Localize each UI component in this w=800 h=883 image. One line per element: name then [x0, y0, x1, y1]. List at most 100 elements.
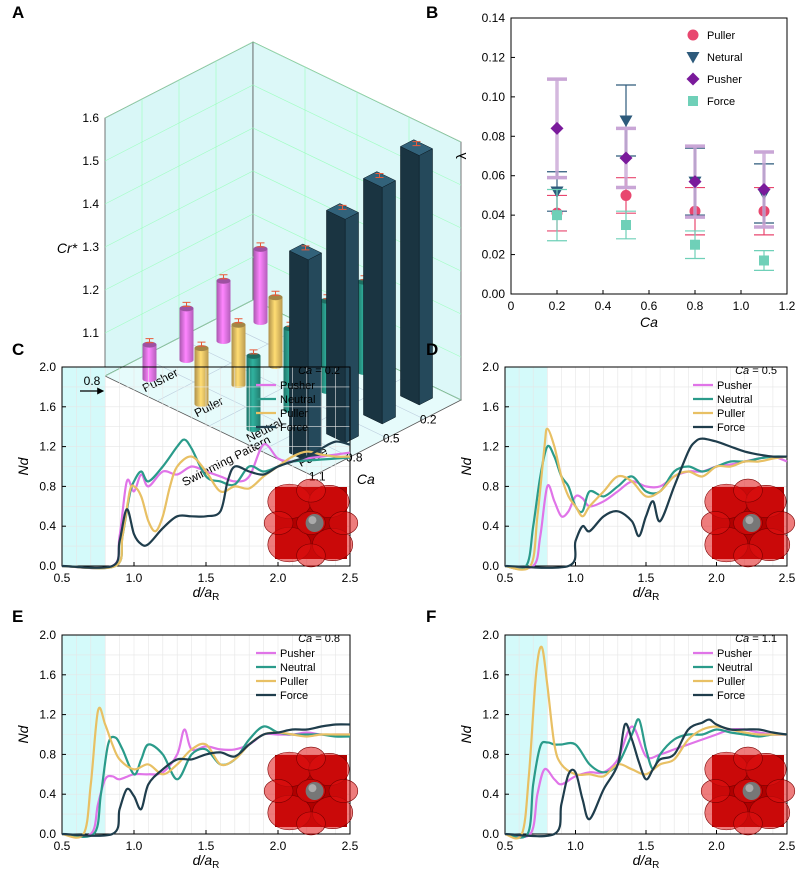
y-tick-label: 2.0: [482, 628, 499, 642]
y-tick-label: 0.00: [482, 287, 506, 301]
bar-error-cap: [271, 290, 280, 296]
bar-face-right: [307, 252, 322, 463]
series-line-neutral: [504, 444, 788, 570]
inset-image: [700, 746, 796, 836]
series-line-force: [504, 718, 788, 838]
y-tick-label: 0.04: [482, 208, 506, 222]
plot-frame: [510, 17, 788, 295]
bar-face-top: [325, 203, 360, 220]
legend-label-pusher: Pusher: [280, 380, 315, 392]
legend-label-pusher: Pusher: [707, 74, 742, 86]
x-axis-label-subscript: R: [212, 860, 219, 871]
rbc-blob: [296, 543, 326, 568]
ca-annotation-symbol: Ca: [735, 365, 749, 377]
legend-label-pusher: Pusher: [280, 648, 315, 660]
ca-annotation-value: = 0.2: [312, 365, 340, 377]
cylinder-body: [179, 308, 194, 363]
bar-puller-0.8: [231, 318, 246, 389]
bar-pusher-0.5: [216, 274, 231, 344]
z-axis-label: Cr*: [57, 240, 78, 256]
legend-marker: [686, 52, 700, 64]
x-tick-label: 0.4: [595, 299, 612, 313]
x-axis-label-main: d/a: [193, 584, 213, 600]
panel-c: C 0.0 0.4 0.8 1.2 1.6 2.0 0.5 1.0 1.5 2.0 2.5 d/aR Nd…: [12, 340, 359, 603]
x-tick-label: 1.2: [779, 299, 796, 313]
cylinder-body: [216, 280, 231, 344]
y-tick-label: 0.0: [39, 559, 56, 573]
series-line-puller: [61, 706, 350, 839]
x-tick-label: 2.5: [342, 839, 359, 853]
ca-axis-label: Ca: [357, 471, 375, 487]
data-point: [690, 239, 700, 250]
z-grid-line: [104, 41, 462, 143]
z-grid-line: [104, 84, 462, 186]
series-force: [547, 188, 774, 271]
legend-label-pusher: Pusher: [717, 648, 752, 660]
y-tick-label: 0.8: [39, 479, 56, 493]
x-tick-label: 1.5: [198, 571, 215, 585]
cylinder-body: [253, 248, 268, 325]
ca-tick-label: 0.5: [383, 432, 400, 446]
x-tick-label: 1.0: [567, 839, 584, 853]
bar-face-right: [418, 148, 433, 406]
x-axis-label: d/aR: [633, 584, 660, 603]
y-tick-label: 0.06: [482, 169, 506, 183]
x-tick-label: 2.0: [708, 839, 725, 853]
bar-face-top: [399, 139, 434, 156]
y-tick-label: 0.4: [482, 519, 499, 533]
y-tick-label: 2.0: [39, 360, 56, 374]
y-tick-label: 2.0: [482, 360, 499, 374]
rbc-blob: [765, 511, 796, 535]
y-tick-label: 0.0: [482, 827, 499, 841]
rbc-blob: [296, 478, 326, 503]
series-netural: [547, 84, 774, 224]
x-tick-label: 0.2: [549, 299, 566, 313]
data-point: [759, 255, 769, 266]
inset-image: [263, 478, 359, 568]
y-tick-label: 0.4: [482, 787, 499, 801]
bar-pusher-0.8: [179, 301, 194, 363]
legend-label-puller: Puller: [707, 30, 735, 42]
bar-error-cap: [197, 341, 206, 347]
x-tick-label: 1.0: [126, 571, 143, 585]
x-axis-label-subscript: R: [652, 592, 659, 603]
panel-a-label: A: [12, 3, 24, 22]
x-tick-label: 0.8: [687, 299, 704, 313]
rbc-blob: [296, 746, 326, 771]
bar-force-0.2: [399, 139, 434, 406]
bar-error-cap: [301, 245, 310, 251]
legend-label-neutral: Neutral: [717, 662, 752, 674]
legend-label-netural: Netural: [707, 52, 742, 64]
y-tick-label: 0.12: [482, 50, 506, 64]
cylinder-body: [268, 297, 283, 369]
x-axis-label: Ca: [640, 314, 658, 330]
x-axis-label-main: d/a: [193, 852, 213, 868]
legend-marker: [688, 96, 698, 106]
x-tick-label: 0.5: [54, 571, 71, 585]
sphere-highlight: [308, 516, 317, 525]
y-tick-label: 0.0: [482, 559, 499, 573]
inset-image: [700, 478, 796, 568]
z-tick-label: 1.1: [82, 326, 99, 340]
z-tick-label: 1.4: [82, 197, 99, 211]
shade-arrow-head: [97, 387, 105, 395]
rbc-blob: [733, 478, 763, 503]
rbc-blob: [765, 779, 796, 803]
panel-b: B 0.00 0.02 0.04 0.06 0.08 0.10 0.12 0.14 0 0.2 0.4…: [426, 3, 796, 330]
x-tick-label: 2.5: [342, 571, 359, 585]
series-line-force: [61, 723, 351, 837]
y-tick-label: 0.08: [482, 129, 506, 143]
data-point: [621, 220, 631, 230]
bar-error-cap: [412, 141, 421, 147]
x-tick-label: 1.5: [198, 839, 215, 853]
ca-tick-label: 0.2: [420, 413, 437, 427]
bar-force-0.5: [362, 171, 397, 425]
ca-annotation-value: = 1.1: [749, 633, 777, 645]
x-axis-label-subscript: R: [652, 860, 659, 871]
panel-a: A1.01.11.21.31.41.51.60.20.50.81.1Pusher…: [12, 3, 462, 489]
rbc-blob: [700, 779, 731, 803]
legend-label-force: Force: [280, 422, 308, 434]
panel-e: E 0.0 0.4 0.8 1.2 1.6 2.0 0.5 1.0 1.5 2.0 2.5 d/aR Nd…: [12, 607, 359, 871]
ca-annotation-symbol: Ca: [298, 365, 312, 377]
